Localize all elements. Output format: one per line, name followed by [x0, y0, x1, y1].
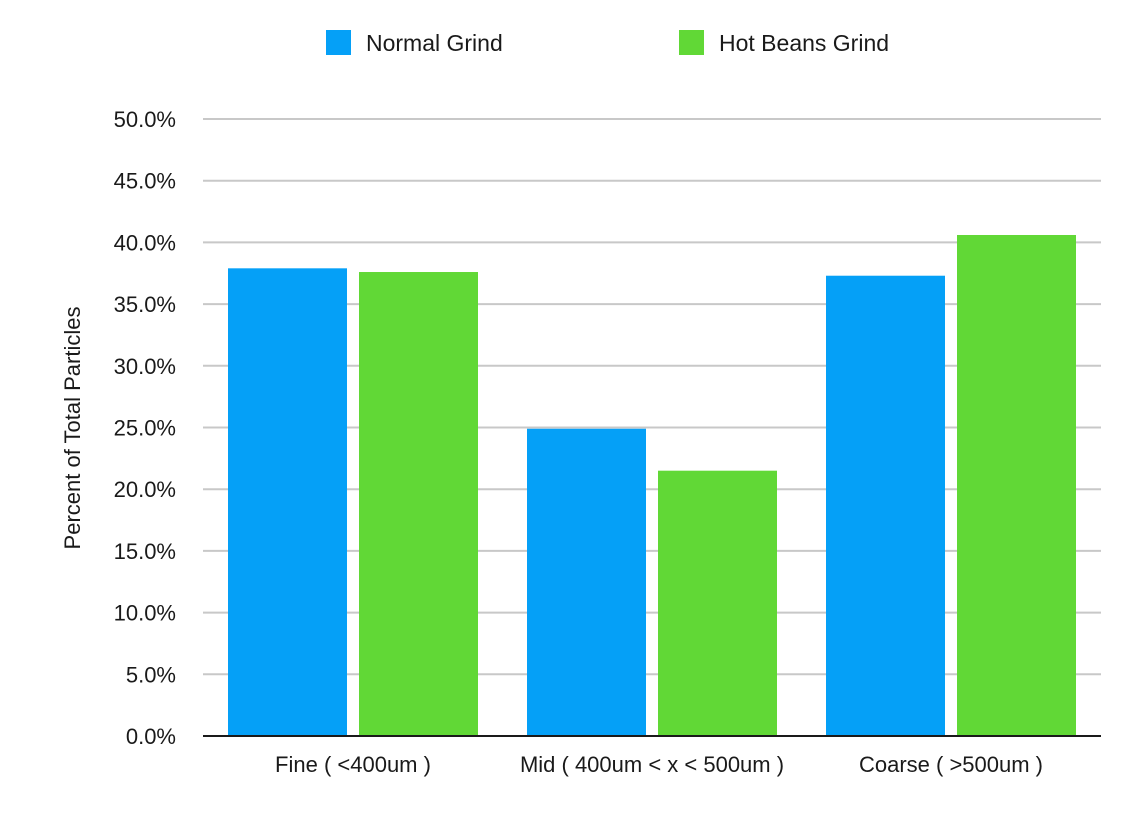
x-tick-label: Coarse ( >500um ): [859, 752, 1043, 777]
bar-normal-grind: [826, 275, 945, 736]
y-tick-label: 10.0%: [114, 601, 176, 626]
legend-swatch: [326, 30, 351, 55]
bar-normal-grind: [228, 268, 347, 736]
y-tick-label: 5.0%: [126, 662, 176, 687]
legend-label: Hot Beans Grind: [719, 30, 889, 56]
y-tick-label: 35.0%: [114, 292, 176, 317]
y-tick-label: 45.0%: [114, 169, 176, 194]
y-tick-label: 50.0%: [114, 107, 176, 132]
y-tick-label: 40.0%: [114, 230, 176, 255]
bar-hot-beans-grind: [957, 234, 1076, 736]
y-axis-title: Percent of Total Particles: [60, 307, 85, 550]
y-tick-label: 30.0%: [114, 354, 176, 379]
y-tick-label: 25.0%: [114, 416, 176, 441]
bar-hot-beans-grind: [359, 272, 478, 736]
y-tick-label: 15.0%: [114, 539, 176, 564]
legend-label: Normal Grind: [366, 30, 503, 56]
legend-swatch: [679, 30, 704, 55]
bars: [228, 234, 1076, 736]
legend: Normal Grind Hot Beans Grind: [326, 30, 889, 56]
gridlines: [203, 118, 1101, 676]
bar-normal-grind: [527, 428, 646, 736]
axes: 0.0% 5.0% 10.0% 15.0% 20.0% 25.0% 30.0% 35.0% 40…: [114, 107, 1101, 777]
x-tick-label: Mid ( 400um < x < 500um ): [520, 752, 784, 777]
y-tick-label: 0.0%: [126, 724, 176, 749]
x-tick-label: Fine ( <400um ): [275, 752, 431, 777]
bar-hot-beans-grind: [658, 470, 777, 736]
y-tick-label: 20.0%: [114, 477, 176, 502]
